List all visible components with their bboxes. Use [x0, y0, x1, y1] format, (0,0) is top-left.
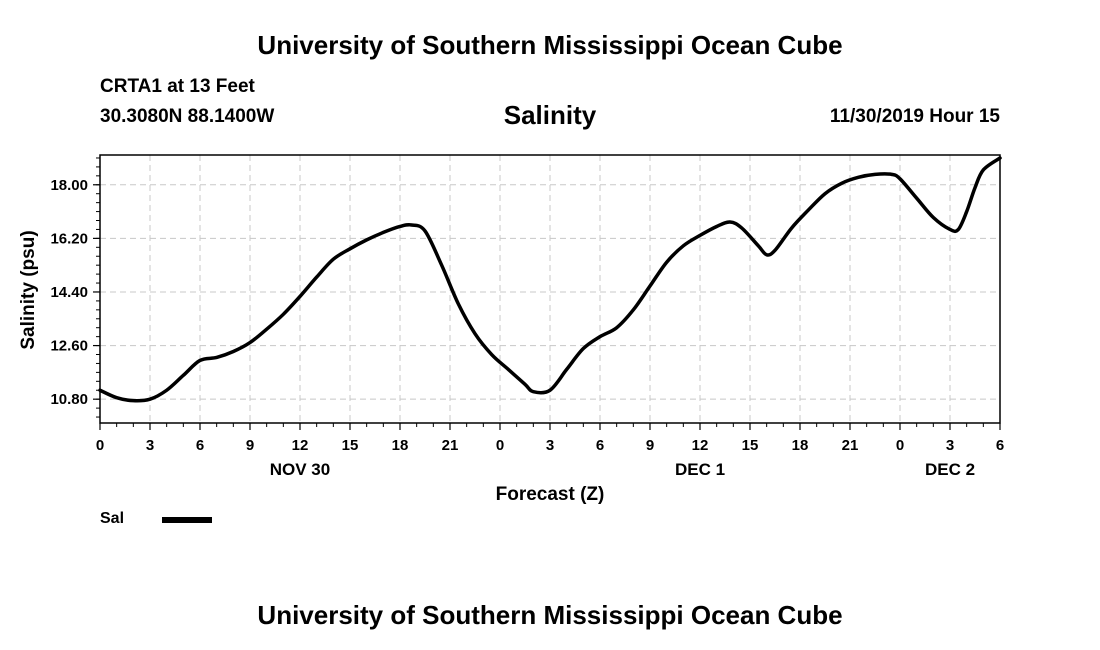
x-tick-label: 9 — [246, 437, 254, 454]
x-tick-label: 0 — [896, 437, 904, 454]
chart-title: Salinity — [503, 100, 597, 130]
legend-label: Sal — [100, 510, 125, 527]
x-tick-label: 18 — [792, 437, 809, 454]
x-tick-label: 3 — [946, 437, 954, 454]
x-tick-label: 3 — [546, 437, 554, 454]
x-tick-label: 21 — [442, 437, 459, 454]
x-tick-label: 21 — [842, 437, 859, 454]
series-line-sal — [98, 156, 1002, 403]
x-tick-label: 0 — [496, 437, 504, 454]
y-tick-label: 16.20 — [50, 230, 88, 247]
x-tick-label: 15 — [342, 437, 359, 454]
forecast-run-time: 11/30/2019 Hour 15 — [829, 106, 1000, 127]
x-tick-label: 3 — [146, 437, 154, 454]
station-label: CRTA1 at 13 Feet — [100, 76, 255, 97]
axes: 0 3 6 9 12 15 18 21 0 3 6 9 12 15 18 21 0 3 6 NOV 30 DEC 1 DE… — [50, 154, 1004, 479]
grid — [100, 155, 1000, 423]
x-tick-label: 12 — [292, 437, 309, 454]
y-tick-label: 12.60 — [50, 338, 88, 355]
legend-swatch — [162, 517, 212, 523]
x-axis-label: Forecast (Z) — [496, 484, 605, 505]
x-tick-label: 6 — [596, 437, 604, 454]
y-tick-label: 18.00 — [50, 177, 88, 194]
x-tick-label: 12 — [692, 437, 709, 454]
series — [98, 156, 1002, 403]
station-coordinates: 30.3080N 88.1400W — [100, 106, 275, 127]
y-tick-label: 10.80 — [50, 391, 88, 408]
day-label: NOV 30 — [270, 460, 330, 479]
x-tick-label: 6 — [196, 437, 204, 454]
x-tick-label: 18 — [392, 437, 409, 454]
x-tick-label: 15 — [742, 437, 759, 454]
x-tick-label: 6 — [996, 437, 1004, 454]
x-tick-label: 9 — [646, 437, 654, 454]
y-tick-label: 14.40 — [50, 284, 88, 301]
footer-title: University of Southern Mississippi Ocean… — [257, 600, 843, 630]
day-label: DEC 1 — [675, 460, 725, 479]
y-axis-label: Salinity (psu) — [18, 230, 39, 349]
page-title: University of Southern Mississippi Ocean… — [257, 30, 843, 60]
day-label: DEC 2 — [925, 460, 975, 479]
x-tick-label: 0 — [96, 437, 104, 454]
